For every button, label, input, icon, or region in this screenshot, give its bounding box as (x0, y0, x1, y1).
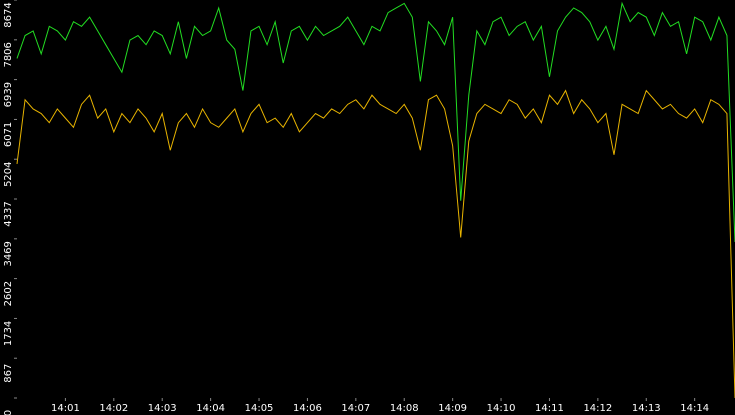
x-tick-label: 14:04 (196, 403, 225, 414)
y-tick-label: 0 (3, 410, 14, 415)
y-tick-label: 7806 (3, 42, 14, 67)
x-tick-label: 14:07 (341, 403, 370, 414)
series-line (16, 89, 735, 399)
x-tick-label: 14:12 (583, 403, 612, 414)
x-tick-label: 14:11 (535, 403, 564, 414)
y-tick-label: 3469 (3, 241, 14, 266)
x-tick-label: 14:03 (148, 403, 177, 414)
x-tick-label: 14:02 (99, 403, 128, 414)
x-tick-label: 14:01 (51, 403, 80, 414)
y-tick-label: 1734 (3, 321, 14, 346)
x-tick-label: 14:13 (632, 403, 661, 414)
y-tick-label: 4337 (3, 201, 14, 226)
y-tick-label: 6939 (3, 82, 14, 107)
y-tick-label: 6071 (3, 122, 14, 147)
x-tick-label: 14:08 (390, 403, 419, 414)
x-tick-label: 14:05 (245, 403, 274, 414)
y-tick-label: 2602 (3, 281, 14, 306)
x-tick-label: 14:14 (680, 403, 709, 414)
x-tick-label: 14:09 (438, 403, 467, 414)
y-tick-label: 867 (3, 364, 14, 383)
series-line (16, 1, 735, 243)
x-tick-label: 14:10 (487, 403, 516, 414)
x-tick-label: 14:06 (293, 403, 322, 414)
y-tick-label: 5204 (3, 161, 14, 186)
y-tick-label: 8674 (3, 2, 14, 27)
